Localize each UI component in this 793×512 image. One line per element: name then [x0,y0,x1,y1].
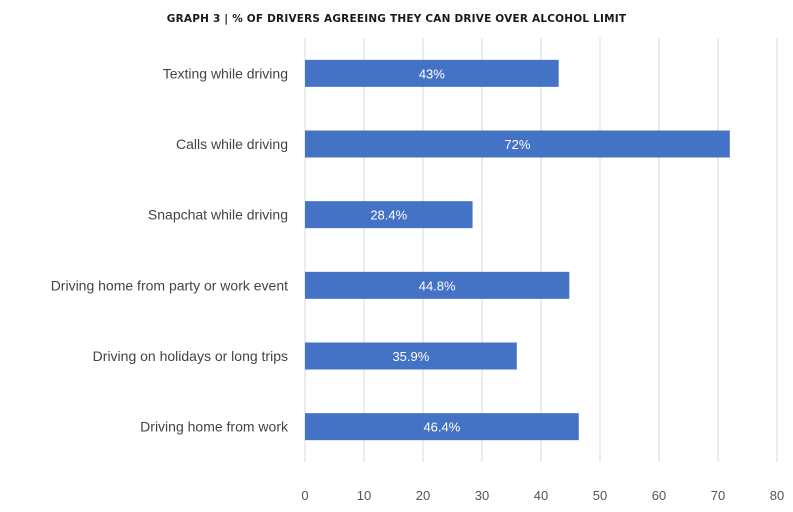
category-labels: Texting while driving Calls while driving… [51,65,289,434]
x-tick-label: 80 [770,488,784,503]
bar [305,342,517,370]
category-label: Snapchat while driving [148,207,288,223]
bar-data-label: 43% [419,66,445,81]
x-tick-label: 70 [711,488,725,503]
bar [305,130,730,158]
category-label: Driving home from work [140,419,289,435]
x-tick-label: 60 [652,488,666,503]
bar-data-label: 46.4% [423,420,460,435]
category-label: Driving home from party or work event [51,277,288,293]
chart-title: GRAPH 3 | % OF DRIVERS AGREEING THEY CAN… [166,13,627,25]
bar-data-label: 72% [504,137,530,152]
x-axis-ticks: 0 10 20 30 40 50 60 70 80 [301,488,784,503]
bar [305,201,473,229]
bar [305,59,559,87]
x-tick-label: 30 [475,488,489,503]
data-labels: 43% 72% 28.4% 44.8% 35.9% 46.4% [370,66,531,434]
category-label: Texting while driving [163,65,288,81]
bar-data-label: 35.9% [392,349,429,364]
x-tick-label: 40 [534,488,548,503]
bar-data-label: 28.4% [370,208,407,223]
x-tick-label: 0 [301,488,308,503]
bar-data-label: 44.8% [419,278,456,293]
x-tick-label: 20 [416,488,430,503]
category-label: Calls while driving [176,136,288,152]
category-label: Driving on holidays or long trips [93,348,288,364]
bar [305,413,579,441]
bars [305,59,730,441]
x-tick-label: 50 [593,488,607,503]
gridlines [304,38,778,462]
x-tick-label: 10 [357,488,371,503]
bar [305,271,570,299]
